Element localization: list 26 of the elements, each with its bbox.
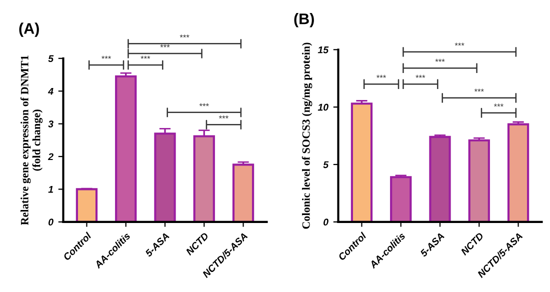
y-tick-label: 15 — [318, 46, 329, 54]
chart-title: (B) — [294, 13, 314, 28]
y-tick-label: 4 — [48, 88, 54, 95]
annotation: *** — [376, 74, 386, 78]
annotation: *** — [416, 74, 426, 78]
y-tick-label: 0 — [324, 218, 328, 226]
annotation: *** — [140, 56, 150, 59]
y-tick-label: 3 — [48, 120, 54, 128]
y-tick-label: 0 — [48, 218, 54, 226]
y-tick-label: 5 — [48, 55, 54, 62]
chart-title: (A) — [19, 22, 39, 37]
y-tick-label: 2 — [48, 153, 54, 160]
text: *** — [180, 34, 190, 38]
y-tick-label: 10 — [318, 104, 328, 111]
annotation: *** — [102, 56, 112, 59]
annotation: *** — [474, 88, 484, 92]
annotation: *** — [435, 58, 445, 62]
y-tick-label: 5 — [323, 161, 329, 168]
text: *** — [454, 42, 464, 46]
y-axis-title: Relative gene expression of DNMT1 (fold change) — [20, 56, 43, 226]
y-tick-label: 1 — [48, 186, 54, 193]
y-axis-title: Colonic level of SOCS3 (ng/mg protein) — [302, 42, 312, 229]
text: *** — [160, 44, 170, 48]
annotation: *** — [199, 103, 209, 106]
annotation: *** — [494, 104, 504, 107]
annotation: *** — [218, 116, 228, 118]
